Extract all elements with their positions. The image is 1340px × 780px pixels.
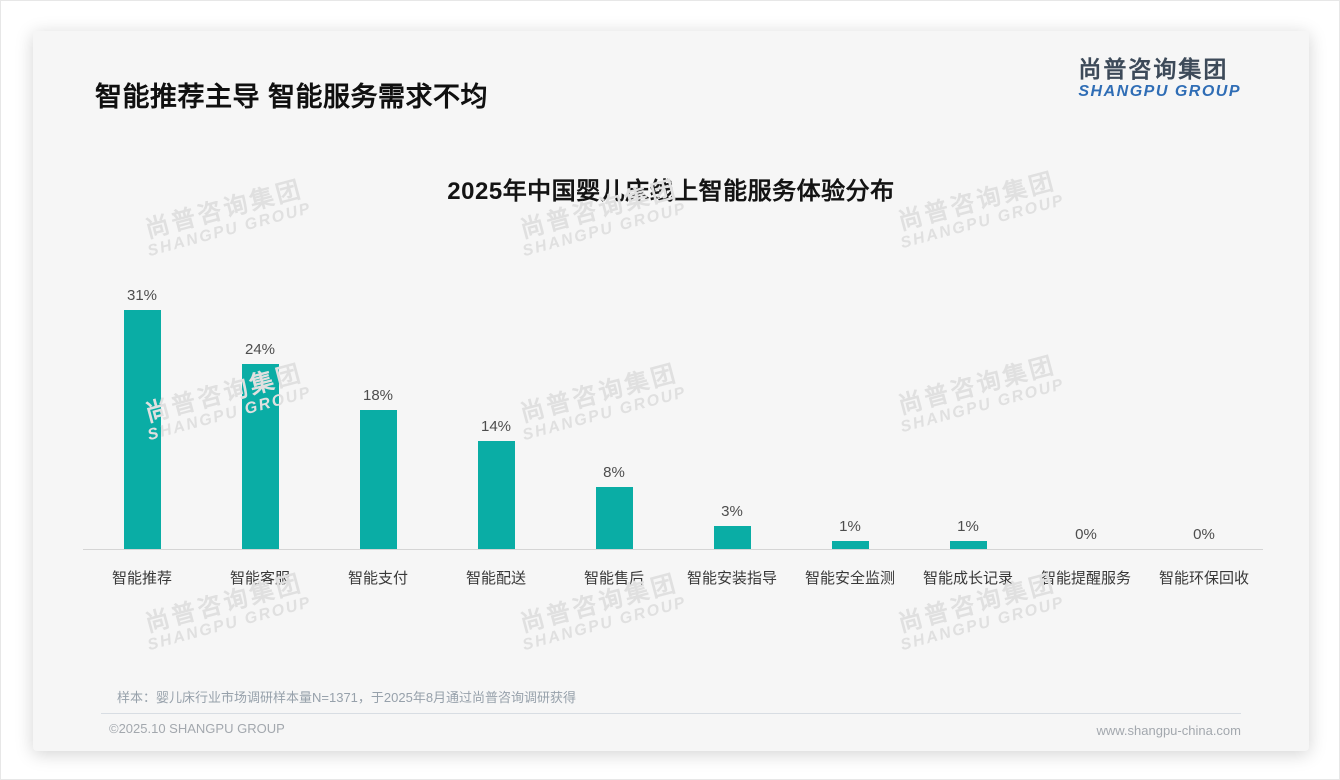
bar-category-label: 智能提醒服务 (1040, 570, 1131, 587)
bar-category-label: 智能安全监测 (804, 570, 895, 587)
bar (359, 410, 397, 549)
bar-category-label: 智能售后 (583, 570, 644, 587)
plot-area: 31% 24% 18% 14% 8% 3% 1% 1% 0% 0% (83, 31, 1263, 549)
logo-cn-text: 尚普咨询集团 (1078, 56, 1229, 82)
bar (123, 310, 161, 549)
bar-value-label: 24% (244, 341, 276, 359)
bar-column: 0% (1027, 526, 1145, 549)
bar-category-label: 智能配送 (465, 570, 526, 587)
bar-value-label: 3% (721, 502, 743, 520)
bar (713, 525, 751, 549)
bar-value-label: 18% (362, 387, 394, 405)
bar (831, 541, 869, 549)
bar-column: 18% (319, 387, 437, 549)
bar (477, 441, 515, 549)
x-axis-line (83, 549, 1263, 550)
website-text: www.shangpu-china.com (1096, 723, 1241, 738)
footnote: 样本：婴儿床行业市场调研样本量N=1371，于2025年8月通过尚普咨询调研获得 (117, 690, 577, 705)
bar-value-label: 14% (480, 418, 512, 436)
watermark-en-text: SHANGPU GROUP (520, 593, 689, 655)
bar-column: 8% (555, 464, 673, 549)
watermark-en-text: SHANGPU GROUP (145, 593, 314, 655)
bar-category-label: 智能支付 (347, 570, 408, 587)
bar-value-label: 0% (1193, 526, 1215, 543)
bar-value-label: 8% (603, 464, 625, 482)
bar-value-label: 0% (1075, 526, 1097, 543)
bar-category-label: 智能安装指导 (686, 570, 777, 587)
chart-title: 2025年中国婴儿床线上智能服务体验分布 (447, 178, 895, 205)
footer-divider (101, 713, 1241, 714)
bar-value-label: 31% (126, 287, 158, 305)
bar-category-label: 智能成长记录 (922, 570, 1013, 587)
bar-column: 1% (791, 518, 909, 549)
logo-en-text: SHANGPU GROUP (1078, 83, 1241, 101)
bar (241, 364, 279, 549)
bar (595, 487, 633, 549)
bar-column: 31% (83, 287, 201, 549)
bar (949, 541, 987, 549)
category-labels: 智能推荐 智能客服 智能支付 智能配送 智能售后 智能安装指导 智能安全监测 智能成长记录 智能… (83, 567, 1263, 588)
company-logo: 尚普咨询集团 SHANGPU GROUP (1078, 56, 1241, 101)
bar-column: 3% (673, 503, 791, 549)
page-title: 智能推荐主导 智能服务需求不均 (95, 82, 489, 112)
watermark-en-text: SHANGPU GROUP (898, 593, 1067, 655)
bar-category-label: 智能客服 (229, 570, 290, 587)
bar-value-label: 1% (839, 518, 861, 536)
bar-category-label: 智能推荐 (111, 570, 172, 587)
bar-column: 14% (437, 418, 555, 549)
bar-value-label: 1% (957, 518, 979, 536)
copyright-text: ©2025.10 SHANGPU GROUP (109, 721, 285, 736)
slide-card: 智能推荐主导 智能服务需求不均 尚普咨询集团 SHANGPU GROUP 202… (33, 31, 1309, 751)
bar-column: 0% (1145, 526, 1263, 549)
bar-category-label: 智能环保回收 (1158, 570, 1249, 587)
bar-column: 1% (909, 518, 1027, 549)
bar-column: 24% (201, 341, 319, 549)
